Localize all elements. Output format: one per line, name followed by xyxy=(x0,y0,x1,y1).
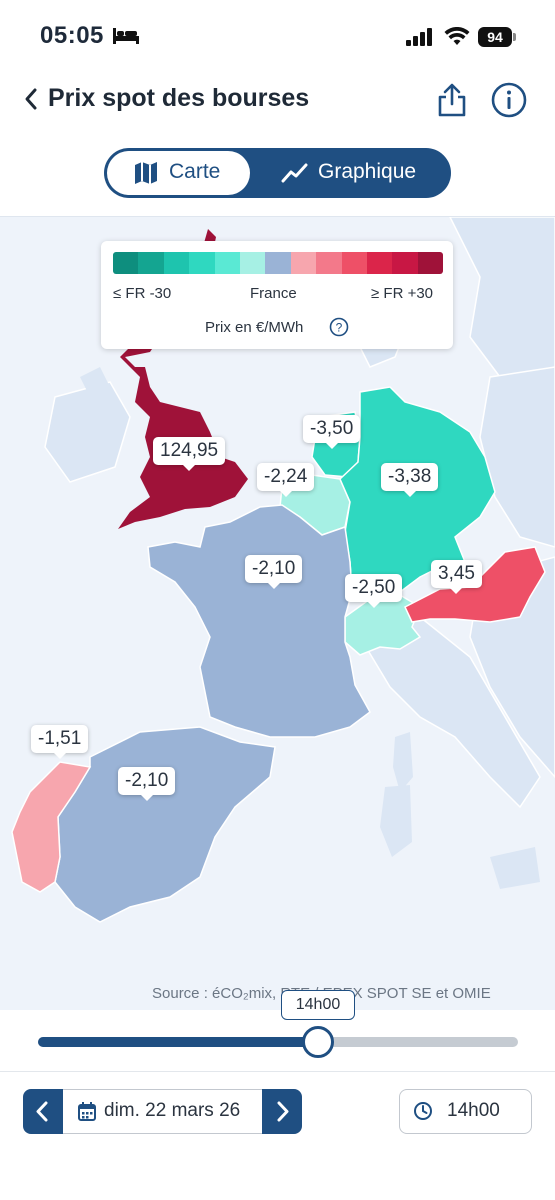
battery-tip xyxy=(513,33,516,41)
legend-max-label: ≥ FR +30 xyxy=(371,285,434,302)
back-chevron-icon[interactable] xyxy=(22,86,40,112)
legend-unit-label: Prix en €/MWh xyxy=(205,319,304,336)
page-title: Prix spot des bourses xyxy=(48,84,310,112)
price-label-uk[interactable]: 124,95 xyxy=(153,437,226,471)
date-value: dim. 22 mars 26 xyxy=(104,1100,241,1121)
legend-swatch xyxy=(417,252,443,274)
legend-swatch xyxy=(138,252,164,274)
legend-swatch xyxy=(366,252,393,274)
map-icon xyxy=(135,162,157,184)
svg-text:?: ? xyxy=(336,321,343,335)
price-label-france[interactable]: -2,10 xyxy=(245,555,303,589)
price-label-belgium[interactable]: -2,24 xyxy=(257,463,315,497)
legend-swatch xyxy=(239,252,266,274)
portugal-shape xyxy=(11,761,92,893)
sicily-shape xyxy=(490,847,540,889)
price-label-germany[interactable]: -3,38 xyxy=(381,463,439,497)
iceland-scotland-isles xyxy=(80,367,110,397)
price-legend: ≤ FR -30 France ≥ FR +30 Prix en €/MWh ? xyxy=(101,241,453,349)
germany-shape xyxy=(339,386,496,598)
price-label-portugal[interactable]: -1,51 xyxy=(31,725,89,759)
france-shape xyxy=(147,504,371,738)
legend-mid-label: France xyxy=(250,285,297,302)
tab-carte-label: Carte xyxy=(169,160,221,183)
legend-swatch xyxy=(189,252,215,274)
tab-carte[interactable] xyxy=(107,151,250,195)
info-icon[interactable] xyxy=(490,81,528,119)
legend-swatch xyxy=(163,252,190,274)
italy-shape xyxy=(358,616,541,809)
battery-level: 94 xyxy=(478,27,512,47)
legend-color-scale xyxy=(113,252,443,274)
chevron-right-icon xyxy=(277,1101,289,1122)
price-label-netherlands[interactable]: -3,50 xyxy=(303,415,361,449)
date-picker[interactable] xyxy=(63,1089,262,1134)
europe-price-map[interactable]: ≤ FR -30 France ≥ FR +30 Prix en €/MWh ?… xyxy=(0,216,555,1011)
price-label-switzerland[interactable]: -2,50 xyxy=(345,574,403,608)
wifi-icon xyxy=(444,27,470,45)
time-slider-fill xyxy=(38,1037,318,1047)
chevron-left-icon xyxy=(36,1101,48,1122)
clock-icon xyxy=(414,1102,432,1120)
line-chart-icon[interactable] xyxy=(281,161,309,185)
status-time: 05:05 xyxy=(40,22,104,49)
price-label-spain[interactable]: -2,10 xyxy=(118,767,176,801)
price-label-austria[interactable]: 3,45 xyxy=(431,560,482,594)
corsica-shape xyxy=(393,732,413,792)
legend-swatch xyxy=(392,252,418,274)
legend-min-label: ≤ FR -30 xyxy=(113,285,172,302)
time-value: 14h00 xyxy=(447,1100,500,1121)
cellular-signal-icon xyxy=(406,28,432,46)
sleep-bed-icon xyxy=(113,28,139,44)
legend-swatch xyxy=(214,252,240,274)
legend-swatch xyxy=(265,252,291,274)
legend-swatch xyxy=(341,252,367,274)
tab-graphique[interactable]: Graphique xyxy=(318,160,417,183)
ireland-shape xyxy=(44,381,131,483)
divider xyxy=(0,1071,555,1072)
next-day-button[interactable] xyxy=(262,1089,302,1134)
sardinia-shape xyxy=(380,785,412,857)
legend-swatch xyxy=(113,252,139,274)
share-icon[interactable] xyxy=(436,82,468,118)
time-picker[interactable] xyxy=(399,1089,532,1134)
calendar-icon xyxy=(78,1102,96,1121)
legend-swatch xyxy=(316,252,342,274)
previous-day-button[interactable] xyxy=(23,1089,63,1134)
help-icon[interactable]: ? xyxy=(329,317,349,337)
legend-swatch xyxy=(290,252,317,274)
time-slider-tooltip: 14h00 xyxy=(281,990,355,1020)
poland-shape xyxy=(479,366,555,548)
time-slider-handle[interactable] xyxy=(302,1026,334,1058)
